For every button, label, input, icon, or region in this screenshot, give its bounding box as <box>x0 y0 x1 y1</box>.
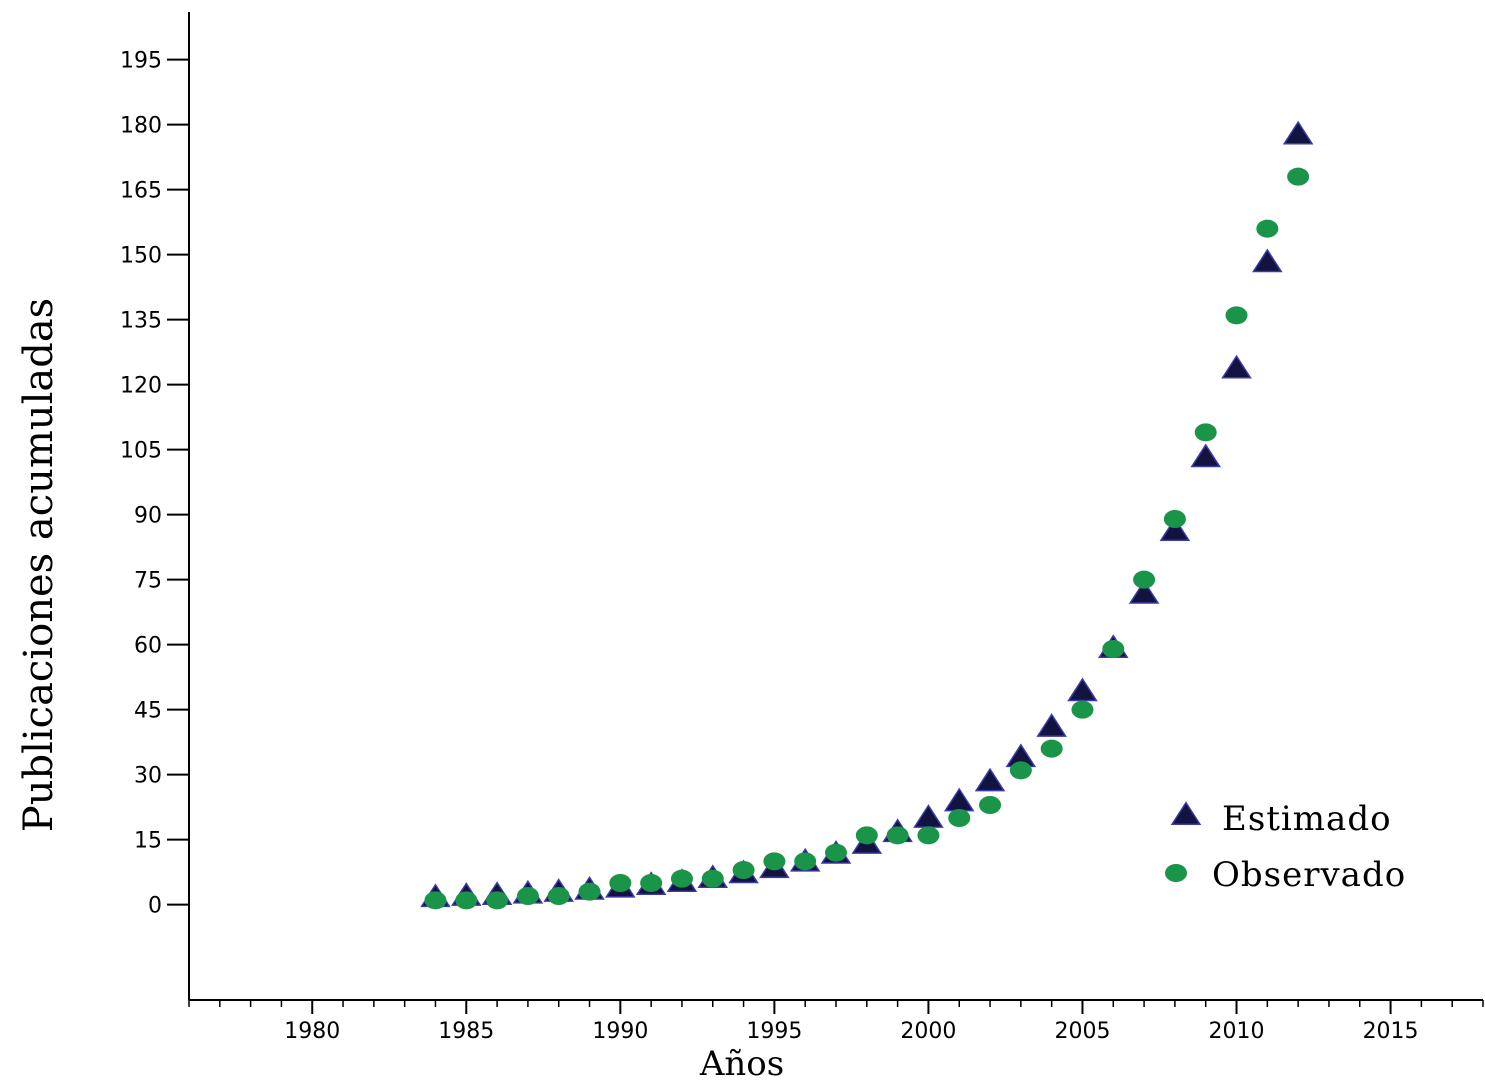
y-tick-label: 45 <box>134 699 162 724</box>
observado-point <box>424 891 447 910</box>
y-tick-label: 75 <box>134 569 162 594</box>
observado-point <box>1163 510 1186 528</box>
y-tick-label: 105 <box>120 439 162 464</box>
estimado-point <box>1190 443 1222 468</box>
y-axis-title: Publicaciones acumuladas <box>16 298 62 832</box>
y-tick-label: 150 <box>120 244 162 269</box>
estimado-point <box>974 767 1006 792</box>
observado-point <box>917 826 940 845</box>
y-tick-label: 195 <box>120 49 162 74</box>
observado-point <box>855 826 878 845</box>
x-axis-title: Años <box>699 1044 784 1081</box>
observado-point <box>1040 739 1063 758</box>
estimado-point <box>1128 580 1160 604</box>
x-tick-label: 1980 <box>284 1019 340 1044</box>
y-tick-label: 60 <box>134 634 162 659</box>
x-tick-label: 1990 <box>592 1019 648 1044</box>
observado-point <box>948 809 971 827</box>
observado-point <box>640 874 663 892</box>
data-marks <box>420 120 1314 910</box>
observado-point <box>578 882 601 901</box>
y-tick-label: 30 <box>134 764 162 789</box>
estimado-point <box>1221 354 1252 379</box>
estimado-point <box>943 787 975 812</box>
observado-point <box>1194 423 1217 442</box>
y-tick-label: 165 <box>120 179 162 204</box>
observado-point <box>670 869 693 888</box>
legend-label-observado: Observado <box>1212 855 1406 895</box>
estimado-point <box>1252 248 1283 273</box>
y-tick-label: 120 <box>120 374 162 399</box>
x-tick-label: 2010 <box>1209 1019 1265 1044</box>
observado-point <box>1102 640 1125 658</box>
observado-point <box>516 887 539 905</box>
observado-point <box>1287 167 1310 186</box>
estimado-point <box>1282 120 1314 145</box>
observado-point <box>1256 219 1279 238</box>
x-tick-label: 2005 <box>1054 1019 1110 1044</box>
y-tick-label: 135 <box>120 309 162 334</box>
observado-point <box>825 843 847 862</box>
observado-point <box>701 869 724 888</box>
x-tick-label: 2015 <box>1363 1019 1419 1044</box>
observado-point <box>1009 761 1032 780</box>
observado-point <box>1133 570 1156 589</box>
observado-point <box>609 874 632 892</box>
observado-point <box>1071 700 1094 719</box>
estimado-point <box>1036 713 1067 737</box>
y-axis-ticks: 0 15 30 45 60 75 90 105 120 135 150 165 180 195 <box>120 49 189 919</box>
y-tick-label: 180 <box>120 114 162 139</box>
y-tick-label: 90 <box>134 504 162 529</box>
observado-point <box>886 826 909 845</box>
legend-marker-observado <box>1165 864 1187 882</box>
x-tick-label: 1995 <box>746 1019 802 1044</box>
estimado-point <box>1067 677 1098 702</box>
observado-point <box>1225 306 1248 325</box>
x-axis-ticks: 1980 1985 1990 1995 2000 2005 2010 2015 <box>188 1000 1484 1044</box>
x-tick-label: 1985 <box>438 1019 494 1044</box>
estimado-point <box>913 804 944 828</box>
observado-point <box>732 861 755 879</box>
observado-point <box>455 891 478 910</box>
y-tick-label: 0 <box>148 894 162 919</box>
legend: Estimado Observado <box>1165 799 1406 895</box>
y-tick-label: 15 <box>134 829 162 854</box>
observado-point <box>979 796 1002 814</box>
legend-marker-estimado <box>1170 801 1202 825</box>
estimado-point <box>1159 517 1191 541</box>
x-tick-label: 2000 <box>900 1019 956 1044</box>
observado-point <box>486 891 509 910</box>
observado-point <box>794 852 817 871</box>
legend-label-estimado: Estimado <box>1222 799 1392 839</box>
observado-point <box>547 887 570 905</box>
observado-point <box>763 852 786 871</box>
